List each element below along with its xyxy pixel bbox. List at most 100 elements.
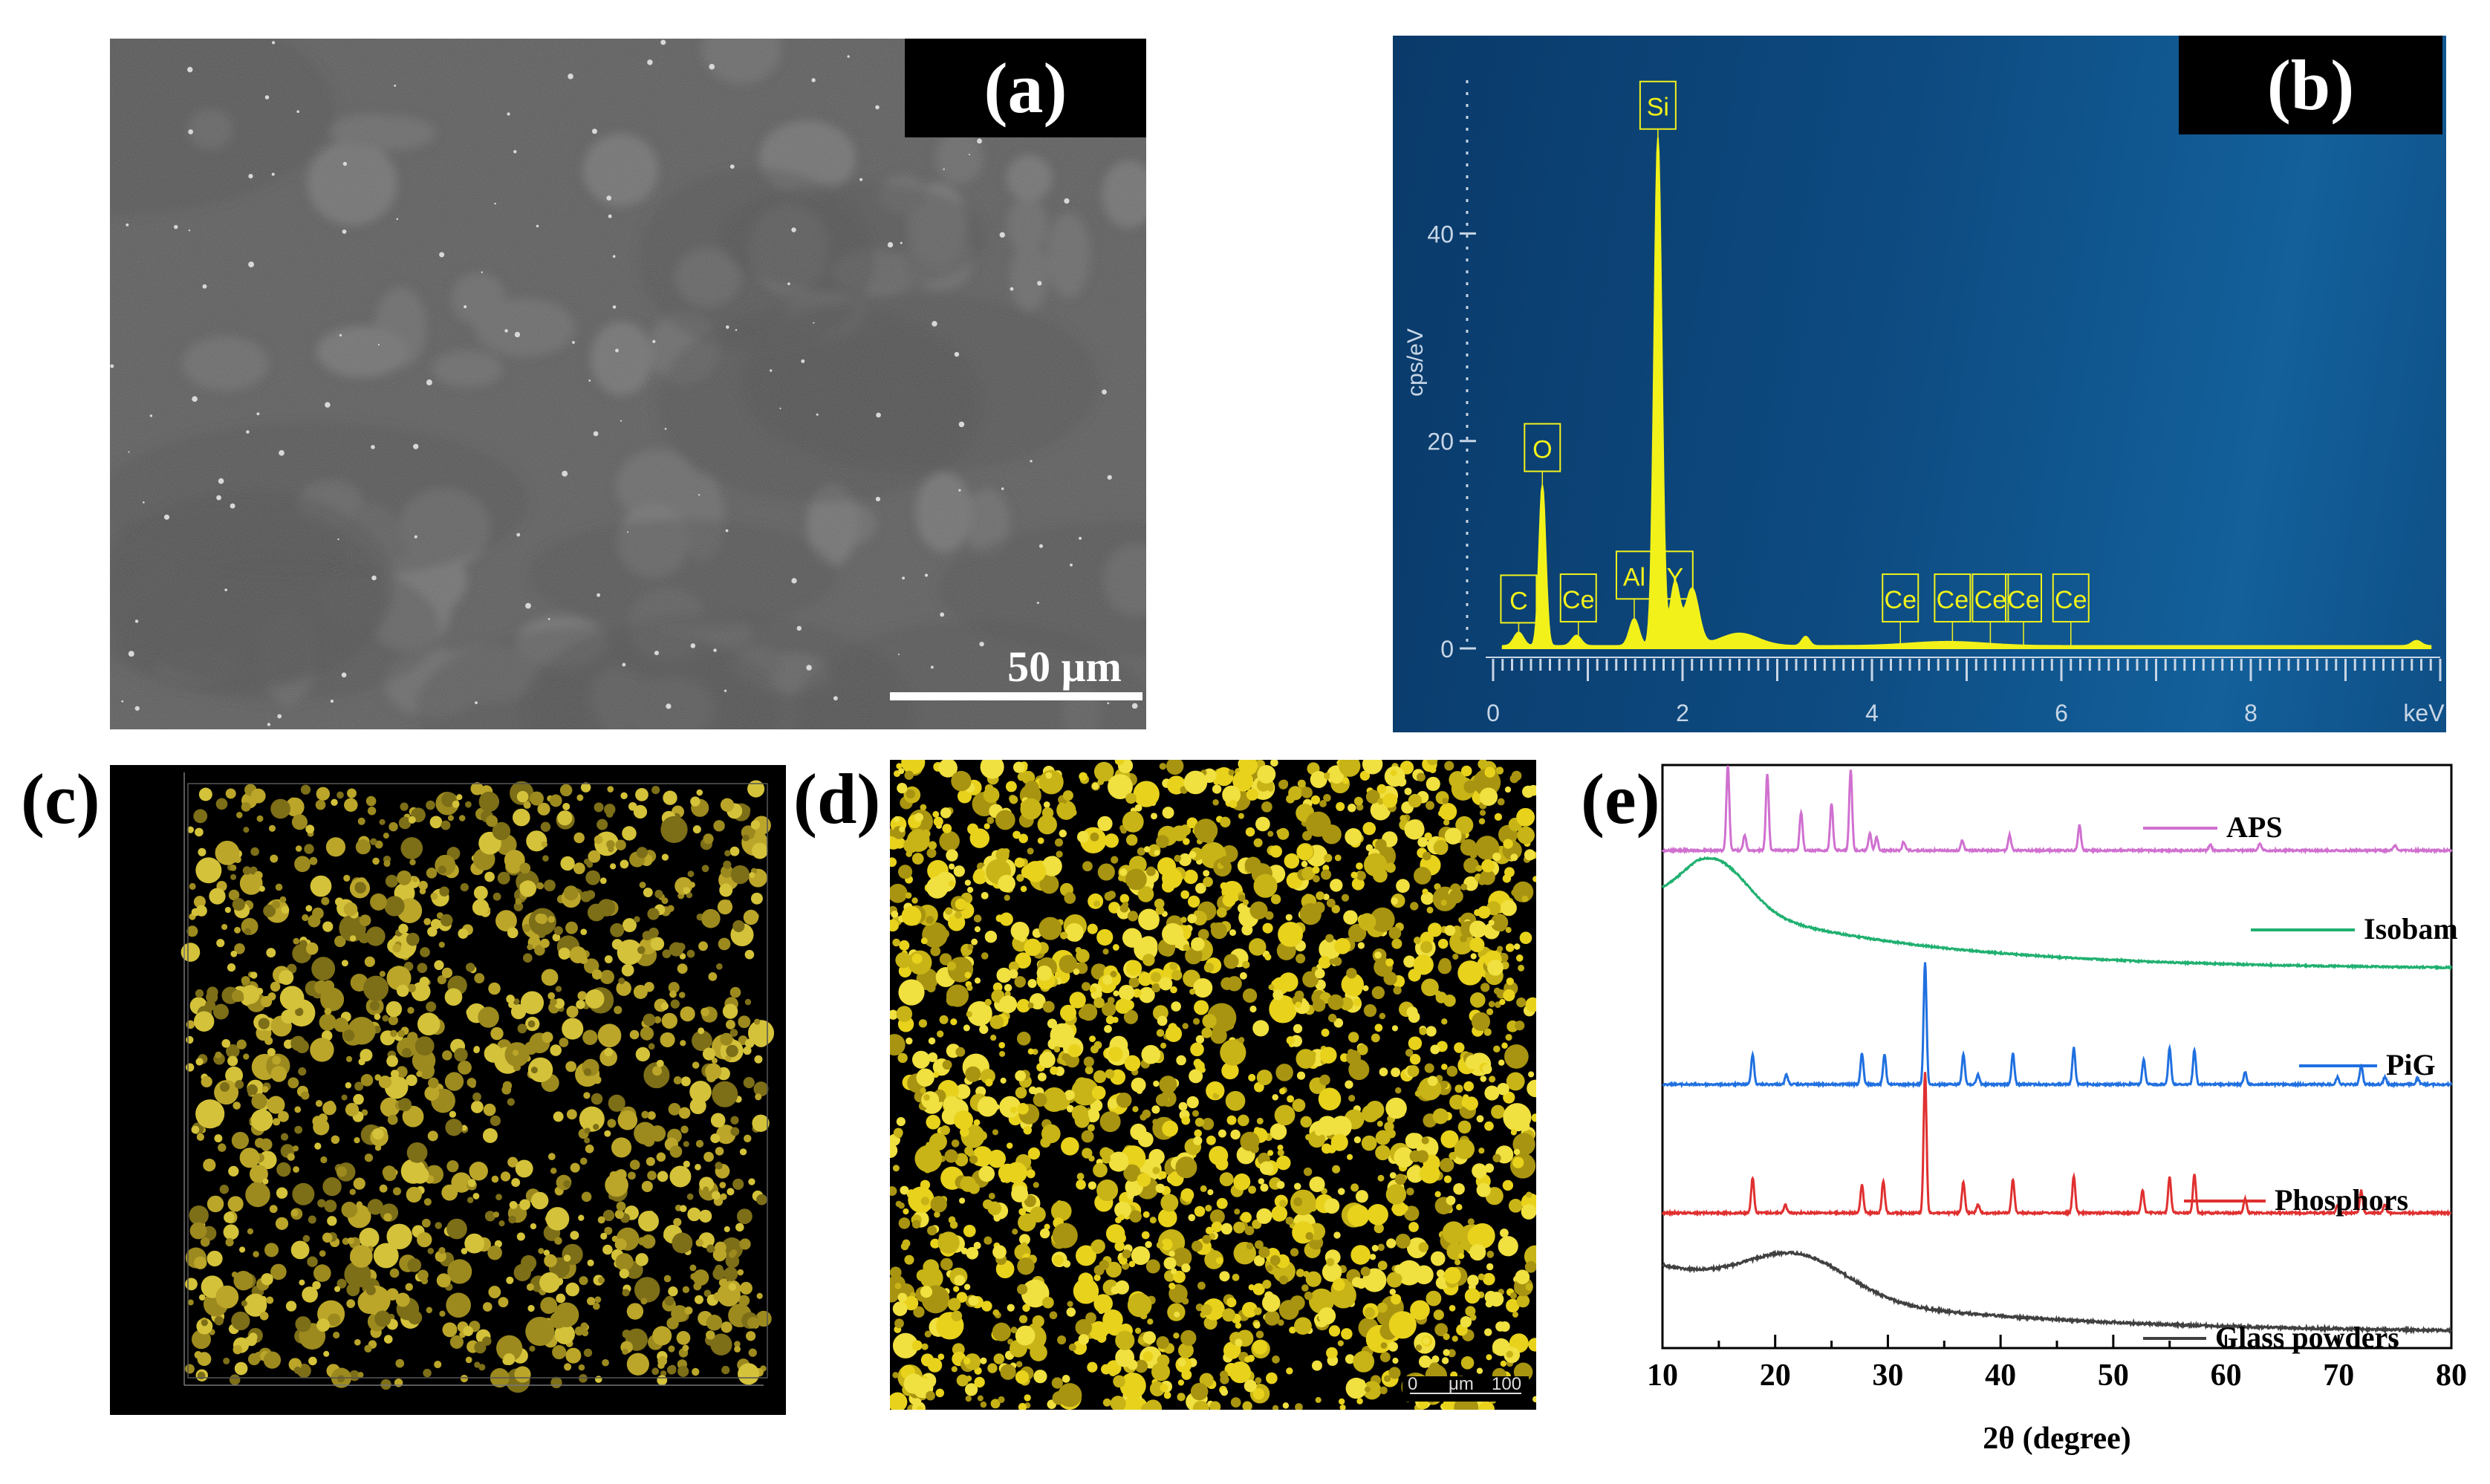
fluorescent-particle (1033, 1182, 1039, 1188)
fluorescent-particle (1194, 1205, 1206, 1217)
fluorescent-particle (1193, 978, 1213, 998)
fluorescent-particle (1270, 1123, 1287, 1140)
sem-speck (413, 443, 419, 449)
sem-speck (142, 501, 145, 504)
fluorescent-particle (948, 914, 966, 931)
fluorescent-particle (360, 933, 370, 943)
fluorescent-particle (894, 1318, 904, 1329)
fluorescent-particle (1356, 1398, 1363, 1405)
fluorescent-particle (385, 874, 398, 888)
fluorescent-particle (1078, 1007, 1090, 1020)
sem-speck (690, 643, 696, 648)
fluorescent-particle (1443, 1266, 1461, 1284)
fluorescent-particle (1452, 953, 1459, 960)
fluorescent-particle (1304, 1291, 1313, 1301)
fluorescent-particle (1443, 1349, 1450, 1356)
fluorescent-particle (263, 904, 276, 917)
fluorescent-particle (890, 1034, 906, 1056)
fluorescent-particle (984, 998, 992, 1006)
fluorescent-particle (1089, 1035, 1096, 1043)
sem-speck (787, 282, 790, 286)
fluorescent-particle (1050, 1200, 1072, 1222)
fluorescent-particle (680, 1125, 689, 1134)
fluorescent-particle (248, 1332, 258, 1341)
fluorescent-particle (517, 1023, 527, 1034)
fluorescent-particle (1362, 821, 1376, 836)
sem-speck (128, 451, 130, 453)
fluorescent-particle (1171, 969, 1183, 981)
fluorescent-particle (380, 1289, 388, 1298)
sem-speck (713, 648, 717, 652)
fluorescent-particle (1495, 767, 1504, 775)
fluorescent-particle (232, 898, 246, 911)
fluorescent-particle (1353, 1350, 1375, 1373)
fluorescent-particle (449, 1110, 456, 1118)
fluorescent-particle (744, 949, 755, 960)
fluorescent-particle (1449, 1094, 1465, 1110)
fluorescent-particle (963, 1024, 970, 1032)
fluorescent-particle (897, 1292, 908, 1303)
fluorescent-particle (1454, 1084, 1463, 1093)
fluorescent-particle (227, 1055, 238, 1067)
fluorescent-particle (754, 1055, 763, 1064)
fluorescent-particle (903, 1373, 924, 1394)
sem-speck (1079, 536, 1082, 540)
fluorescent-particle (1212, 1093, 1220, 1099)
fluorescent-particle (639, 882, 646, 888)
fluorescent-particle (280, 1133, 289, 1141)
fluorescent-particle (1038, 917, 1062, 940)
fluorescent-particle (324, 1007, 332, 1015)
fluorescent-particle (594, 1376, 602, 1383)
fluorescent-particle (563, 885, 579, 901)
fluorescent-particle (1355, 1190, 1368, 1203)
fluorescent-particle (343, 902, 358, 917)
fluorescent-particle (1515, 1269, 1530, 1285)
fluorescent-particle (730, 865, 750, 885)
fluorescent-particle (1328, 1325, 1341, 1337)
fluorescent-particle (441, 820, 451, 830)
fluorescent-particle (716, 1125, 736, 1145)
fluorescent-particle (1162, 868, 1183, 889)
fluorescent-particle (1174, 1311, 1180, 1318)
fluorescent-particle (320, 1156, 328, 1164)
fluorescent-particle (198, 847, 207, 856)
fluorescent-particle (386, 1055, 398, 1067)
fluorescent-particle (1052, 1223, 1078, 1249)
fluorescent-particle (998, 1163, 1018, 1182)
fluorescent-particle (1397, 1260, 1423, 1286)
fluorescent-particle (395, 1358, 405, 1368)
fluorescent-particle (1326, 1347, 1338, 1359)
fluorescent-particle (1297, 779, 1306, 788)
fluorescent-particle (739, 1238, 751, 1250)
fluorescent-particle (580, 1322, 588, 1330)
sem-speck (371, 575, 377, 581)
fluorescent-particle (1428, 1362, 1441, 1374)
fluorescent-particle (930, 1238, 940, 1249)
fluorescent-particle (275, 883, 283, 891)
fluorescent-particle (974, 926, 981, 933)
fluorescent-particle (186, 1035, 194, 1044)
fluorescent-particle (511, 1178, 521, 1188)
confocal-3d-image (181, 772, 775, 1393)
sem-speck (770, 369, 773, 372)
fluorescent-particle (417, 1012, 441, 1036)
fluorescent-particle (1408, 1133, 1424, 1148)
fluorescent-particle (529, 791, 545, 806)
fluorescent-particle (906, 829, 930, 853)
fluorescent-particle (1488, 1000, 1495, 1008)
fluorescent-particle (693, 1282, 702, 1291)
fluorescent-particle (1487, 959, 1504, 976)
panel-c-label: (c) (21, 759, 100, 839)
fluorescent-particle (911, 953, 923, 964)
fluorescent-particle (1247, 1354, 1255, 1362)
fluorescent-particle (326, 1100, 335, 1110)
fluorescent-particle (1181, 1116, 1191, 1125)
fluorescent-particle (1329, 958, 1336, 965)
fluorescent-particle (244, 1293, 267, 1317)
fluorescent-particle (687, 1207, 701, 1222)
fluorescent-particle (935, 1388, 945, 1398)
fluorescent-particle (656, 1152, 666, 1162)
svg-text:Ce: Ce (2007, 586, 2039, 614)
svg-text:O: O (1532, 436, 1552, 464)
fluorescent-particle (1107, 891, 1116, 899)
